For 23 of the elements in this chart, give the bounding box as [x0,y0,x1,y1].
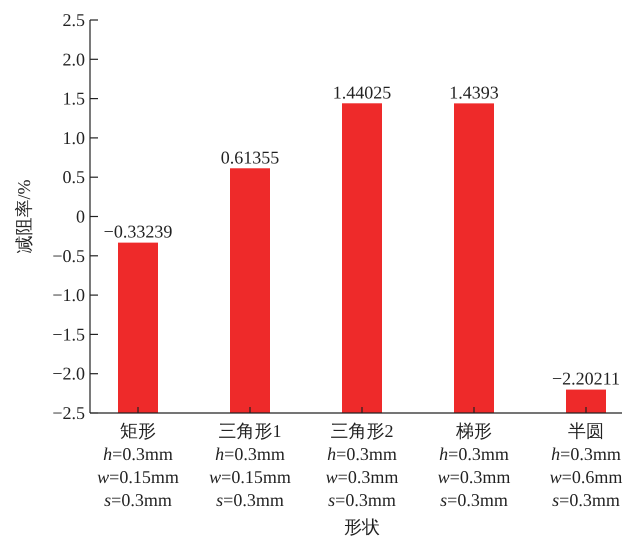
y-tick-label: 2.5 [62,10,85,30]
data-label: 0.61355 [220,147,280,168]
x-tick-label: 三角形1 h=0.3mm w=0.15mm s=0.3mm [209,421,291,510]
y-tick-label: 0 [76,206,85,226]
y-tick-label: −0.5 [52,246,85,266]
y-tick-label: −1.0 [52,285,85,306]
x-tick-label: 半圆 h=0.3mm w=0.6mm s=0.3mm [550,421,622,510]
x-axis-title: 形状 [344,517,380,537]
x-tick-label: 矩形 h=0.3mm w=0.15mm s=0.3mm [97,421,179,510]
y-tick-label: −1.5 [52,324,85,344]
data-label: 1.44025 [332,82,392,102]
y-tick-label: −2.5 [52,403,85,423]
y-tick-label: −2.0 [52,364,85,384]
y-axis-title: 减阻率/% [14,180,34,254]
data-label: −0.33239 [104,222,172,242]
y-tick-label: 0.5 [62,167,85,188]
y-tick-label: 2.0 [62,49,85,70]
x-tick-label: 梯形 h=0.3mm w=0.3mm s=0.3mm [438,421,510,510]
x-tick-label: 三角形2 h=0.3mm w=0.3mm s=0.3mm [326,421,398,510]
y-tick-label: 1.0 [62,128,85,148]
data-label: −2.20211 [552,368,620,389]
data-label: 1.4393 [449,82,499,102]
y-tick-label: 1.5 [62,88,85,109]
